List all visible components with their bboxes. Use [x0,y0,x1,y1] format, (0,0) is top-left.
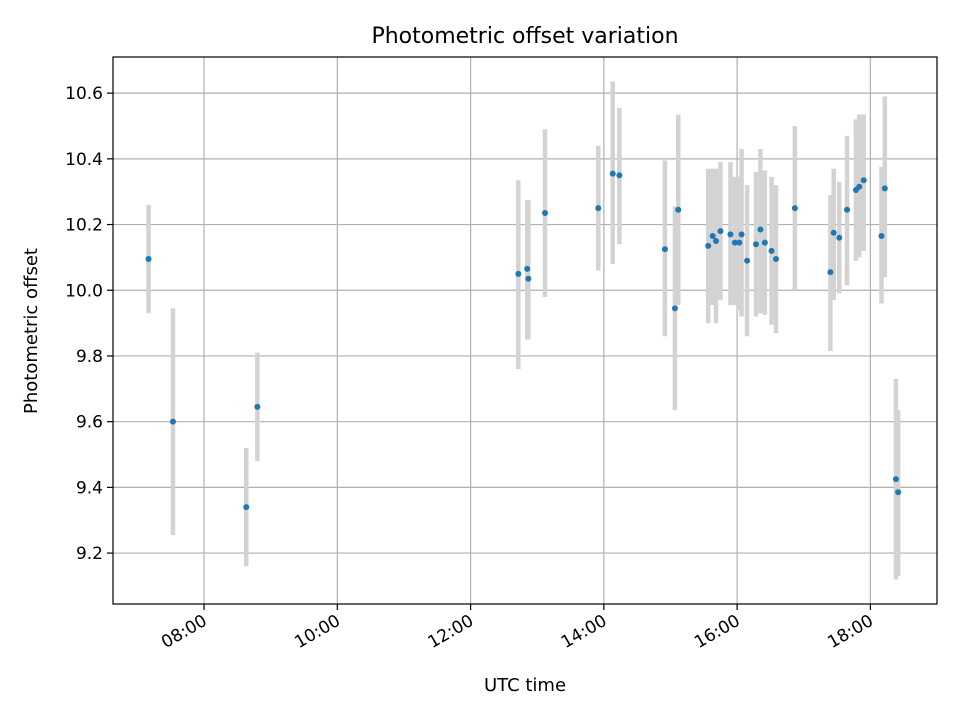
data-point [881,185,888,192]
y-tick-label: 9.2 [76,544,103,564]
y-tick-label: 9.8 [76,347,103,367]
y-axis-ticks: 9.2 9.4 9.6 9.8 10.0 10.2 10.4 10.6 [65,84,113,564]
data-point [856,183,863,190]
data-point [243,504,250,511]
data-point [736,239,743,246]
data-point [738,231,745,238]
data-point [752,241,759,248]
data-point [757,226,764,233]
data-point [254,403,261,410]
data-point [525,275,532,282]
data-point [661,246,668,253]
y-tick-label: 10.4 [65,150,103,170]
data-point [713,237,720,244]
y-tick-label: 9.4 [76,478,103,498]
data-point [524,265,531,272]
data-points [145,170,902,511]
data-point [772,256,779,263]
data-point [671,305,678,312]
data-point [169,418,176,425]
y-tick-label: 10.6 [65,84,103,104]
data-point [709,233,716,240]
data-point [515,270,522,277]
data-point [761,239,768,246]
data-point [145,256,152,263]
data-point [860,177,867,184]
data-point [768,247,775,254]
y-tick-label: 9.6 [76,413,103,433]
data-point [844,206,851,213]
data-point [595,205,602,212]
y-axis-label: Photometric offset [21,248,42,414]
data-point [744,257,751,264]
data-point [541,210,548,217]
data-point [892,476,899,483]
y-tick-label: 10.0 [65,281,103,301]
data-point [827,269,834,276]
data-point [830,229,837,236]
data-point [717,228,724,235]
data-point [616,172,623,179]
data-point [895,489,902,496]
data-point [675,206,682,213]
x-axis-label: UTC time [484,675,566,696]
y-tick-label: 10.2 [65,216,103,236]
data-point [727,231,734,238]
chart-title: Photometric offset variation [371,24,678,49]
data-point [609,170,616,177]
data-point [878,233,885,240]
plot-frame [112,56,938,605]
grid-lines [113,57,937,604]
data-point [836,234,843,241]
data-point [791,205,798,212]
data-point [705,242,712,249]
data-point [731,239,738,246]
